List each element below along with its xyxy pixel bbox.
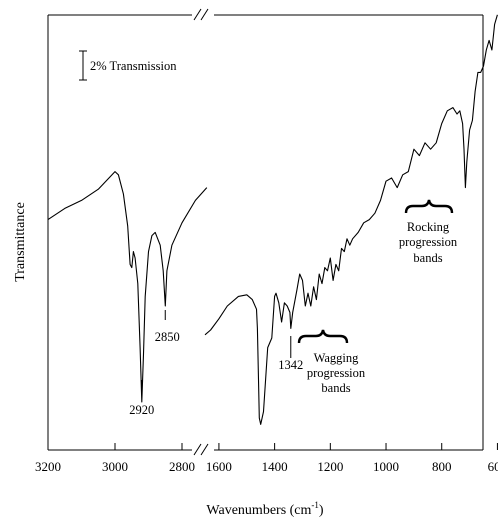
- x-tick-label-1600: 1600: [206, 459, 232, 474]
- x-axis-title-sup: -1: [311, 500, 319, 510]
- axis-break-top: [192, 8, 214, 21]
- spectrum-traces: [47, 14, 498, 425]
- rocking-brace: [404, 199, 454, 214]
- x-tick-label-800: 800: [432, 459, 452, 474]
- label-2920: 2920: [129, 403, 154, 417]
- y-axis-title: Transmittance: [13, 202, 28, 282]
- wagging-brace: [297, 329, 349, 344]
- label-wagging-bands: bands: [321, 381, 350, 395]
- x-tick-label-1400: 1400: [262, 459, 288, 474]
- axis-break-bottom: [192, 443, 214, 456]
- label-rocking: Rocking: [407, 220, 450, 234]
- label-wagging: Wagging: [314, 351, 360, 365]
- label-rocking-progression: progression: [399, 235, 458, 249]
- x-tick-label-3200: 3200: [35, 459, 61, 474]
- label-rocking-bands: bands: [413, 251, 442, 265]
- label-wagging-progression: progression: [307, 366, 366, 380]
- plot-frame: [47, 14, 484, 451]
- x-tick-label-2800: 2800: [169, 459, 195, 474]
- x-tick-label-600: 600: [488, 459, 498, 474]
- label-2850: 2850: [155, 330, 180, 344]
- spectrum-line-right: [204, 14, 498, 425]
- x-axis-title-main: Wavenumbers (cm: [206, 503, 311, 518]
- x-tick-label-3000: 3000: [102, 459, 128, 474]
- spectrum-line-left: [47, 171, 208, 403]
- x-tick-label-1000: 1000: [373, 459, 399, 474]
- scale-bar: 2% Transmission: [79, 50, 177, 81]
- scale-bar-label: 2% Transmission: [90, 59, 177, 73]
- label-1342: 1342: [278, 358, 303, 372]
- x-tick-label-1200: 1200: [317, 459, 343, 474]
- x-axis-title: Wavenumbers (cm-1): [206, 500, 324, 518]
- x-axis-ticks: 3200 3000 2800 1600 1400 1200 1000 800 600: [35, 443, 498, 474]
- x-axis-title-tail: ): [319, 503, 324, 518]
